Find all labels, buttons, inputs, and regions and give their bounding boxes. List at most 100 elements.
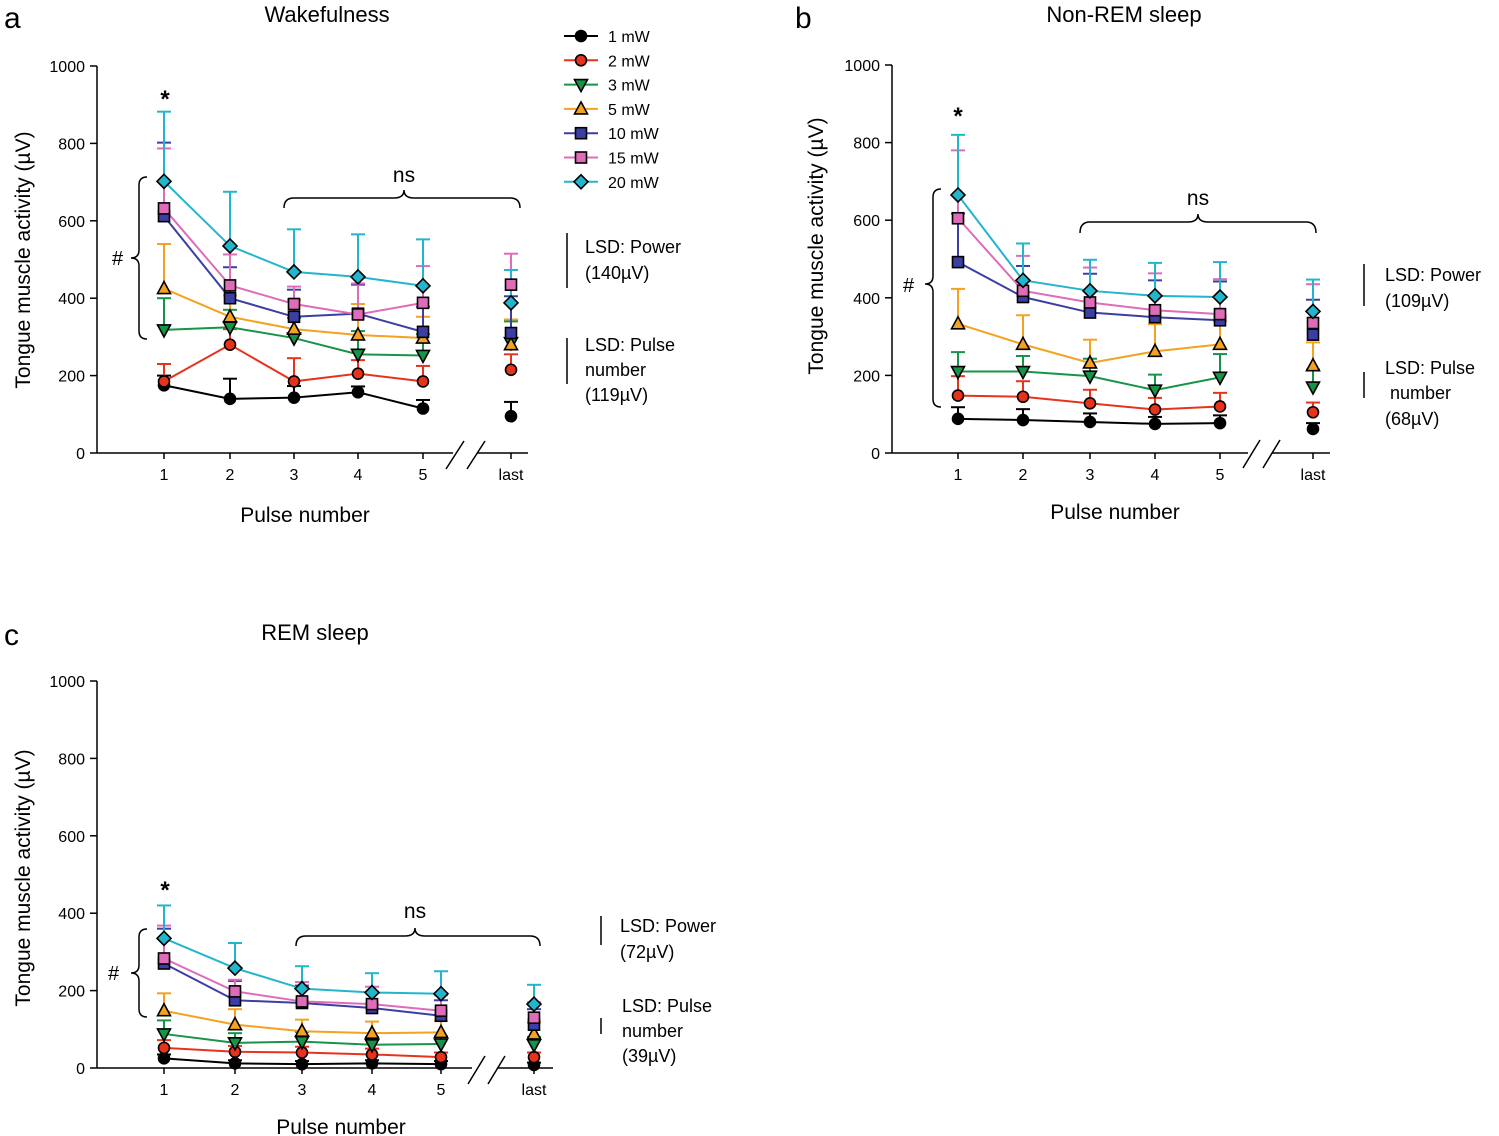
y-tick-label: 400 bbox=[58, 906, 85, 923]
axis-break-mark bbox=[1242, 439, 1261, 469]
data-point bbox=[504, 363, 518, 377]
x-tick-label: 2 bbox=[1019, 467, 1028, 484]
panel-a-ylabel: Tongue muscle activity (µV) bbox=[12, 131, 35, 388]
data-point bbox=[351, 308, 365, 321]
legend-marker bbox=[574, 53, 588, 67]
panel-c-ylabel: Tongue muscle activity (µV) bbox=[12, 749, 35, 1006]
panel-c: c REM sleep Tongue muscle activity (µV) … bbox=[4, 619, 716, 1136]
data-point bbox=[223, 279, 237, 292]
data-point bbox=[364, 1038, 380, 1054]
panel-a-plot: 0 200 400 600 800 1000 1 2 3 4 5 last bbox=[49, 59, 524, 484]
data-point bbox=[223, 291, 237, 305]
y-tick-label: 1000 bbox=[49, 674, 85, 691]
significance-star: * bbox=[953, 103, 963, 130]
data-point bbox=[525, 996, 543, 1013]
panel-a-axes bbox=[96, 66, 528, 470]
lsd-pulse-label: LSD: Pulse bbox=[585, 335, 675, 355]
y-tick-label: 1000 bbox=[49, 59, 85, 76]
data-point bbox=[157, 1041, 171, 1055]
data-point bbox=[1082, 354, 1098, 369]
panel-b-xlabel: Pulse number bbox=[1050, 501, 1180, 524]
lsd-pulse-value: (68µV) bbox=[1385, 409, 1439, 429]
y-tick-label: 200 bbox=[58, 369, 85, 386]
legend-label: 1 mW bbox=[608, 29, 651, 46]
data-point bbox=[1083, 415, 1097, 429]
legend-label: 5 mW bbox=[608, 102, 651, 119]
y-tick-label: 0 bbox=[76, 446, 85, 463]
y-tick-label: 800 bbox=[58, 136, 85, 153]
panel-c-plot: 0 200 400 600 800 1000 1 2 3 4 5 last bbox=[49, 674, 547, 1099]
curly-brace-vertical bbox=[924, 188, 942, 408]
axis-break-mark bbox=[466, 440, 486, 470]
axis-break-mark bbox=[467, 1055, 486, 1085]
panel-label-a: a bbox=[4, 2, 21, 35]
data-point bbox=[157, 1052, 171, 1065]
data-point bbox=[295, 1057, 309, 1071]
data-point bbox=[414, 277, 432, 294]
data-point bbox=[351, 367, 365, 380]
ns-label: ns bbox=[1187, 187, 1209, 210]
data-point bbox=[1148, 417, 1162, 431]
y-tick-label: 200 bbox=[58, 984, 85, 1001]
data-point bbox=[1304, 303, 1322, 320]
legend-label: 15 mW bbox=[608, 151, 660, 168]
data-point bbox=[156, 1002, 172, 1017]
data-point bbox=[364, 1024, 380, 1039]
data-point bbox=[951, 412, 965, 426]
panel-b-plot: 0 200 400 600 800 1000 1 2 3 4 5 last bbox=[844, 58, 1326, 484]
data-point bbox=[504, 326, 518, 340]
data-point bbox=[223, 338, 237, 351]
x-tick-label: last bbox=[1301, 467, 1326, 484]
data-point bbox=[1305, 357, 1321, 372]
data-point bbox=[363, 984, 381, 1001]
y-tick-label: 800 bbox=[58, 751, 85, 768]
lsd-pulse-value: (39µV) bbox=[622, 1046, 676, 1066]
legend-marker bbox=[574, 126, 588, 140]
y-tick-label: 800 bbox=[853, 136, 880, 153]
data-point bbox=[1016, 390, 1030, 404]
x-tick-label: 5 bbox=[437, 1082, 446, 1099]
lsd-pulse-label-2: number bbox=[1385, 383, 1451, 403]
legend-marker bbox=[574, 151, 588, 164]
data-point bbox=[287, 297, 301, 311]
data-point bbox=[415, 349, 431, 365]
curly-brace-vertical bbox=[130, 176, 148, 340]
lsd-pulse-label-2: number bbox=[585, 360, 646, 380]
data-point bbox=[526, 1025, 542, 1040]
data-point bbox=[416, 402, 430, 415]
data-point bbox=[433, 1038, 449, 1053]
data-point bbox=[228, 985, 242, 998]
data-point bbox=[526, 1038, 542, 1054]
lsd-power-label: LSD: Power bbox=[585, 237, 681, 257]
ns-label: ns bbox=[393, 164, 415, 187]
lsd-power-label: LSD: Power bbox=[1385, 265, 1481, 285]
legend-marker bbox=[572, 173, 590, 190]
panel-b-title: Non-REM sleep bbox=[1046, 2, 1201, 27]
data-point bbox=[156, 1028, 172, 1043]
data-point bbox=[155, 930, 173, 947]
legend-label: 2 mW bbox=[608, 53, 651, 70]
data-point bbox=[155, 173, 173, 190]
hash-mark: # bbox=[112, 248, 124, 270]
data-point bbox=[950, 365, 966, 381]
y-tick-label: 0 bbox=[871, 446, 880, 463]
data-point bbox=[1083, 397, 1097, 410]
legend-label: 20 mW bbox=[608, 175, 660, 192]
data-point bbox=[504, 409, 518, 423]
data-point bbox=[1081, 282, 1099, 299]
significance-star: * bbox=[160, 86, 170, 113]
y-tick-label: 600 bbox=[853, 213, 880, 230]
x-tick-label: 3 bbox=[290, 467, 299, 484]
data-point bbox=[1148, 303, 1162, 317]
data-point bbox=[1147, 342, 1163, 358]
legend-marker bbox=[573, 100, 589, 115]
data-point bbox=[287, 375, 301, 388]
data-point bbox=[1306, 328, 1320, 341]
curly-brace-horizontal bbox=[283, 189, 521, 209]
lsd-power-value: (140µV) bbox=[585, 263, 649, 283]
x-tick-label: 2 bbox=[226, 467, 235, 484]
data-point bbox=[286, 320, 302, 335]
x-tick-label: 2 bbox=[231, 1082, 240, 1099]
y-tick-label: 600 bbox=[58, 829, 85, 846]
